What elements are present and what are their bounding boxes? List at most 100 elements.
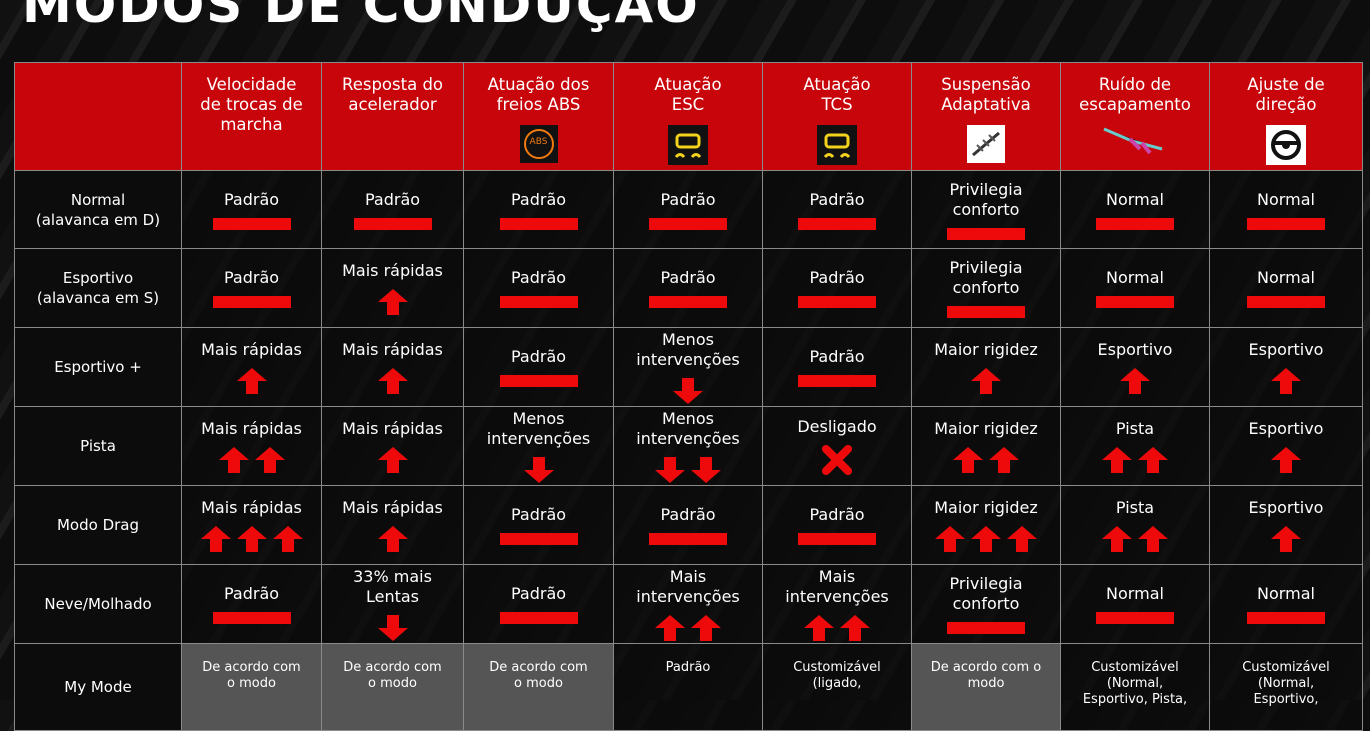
row-label: Pista [14, 406, 182, 486]
level-bar [1247, 217, 1325, 230]
level-bar [798, 533, 876, 545]
cell-text: Maior rigidez [934, 419, 1038, 438]
table-cell: De acordo com o modo [463, 643, 614, 731]
level-bar [947, 227, 1025, 240]
column-header: Resposta do acelerador [321, 62, 464, 171]
cell-text: Padrão [809, 505, 865, 524]
level-indicator [200, 526, 303, 552]
level-bar [499, 533, 578, 545]
column-header-text: Ajuste de direção [1247, 75, 1325, 114]
table-cell: Mais rápidas [321, 327, 464, 407]
cell-text: Mais rápidas [342, 419, 443, 438]
table-cell: Esportivo [1209, 327, 1363, 407]
level-bar [798, 217, 876, 230]
cell-text: Mais rápidas [342, 340, 443, 359]
cell-text: 33% mais Lentas [353, 567, 432, 606]
cell-text: Customizável (Normal, Esportivo, Pista, [1082, 660, 1188, 707]
level-indicator [935, 526, 1037, 552]
table-cell: Pista [1060, 406, 1210, 486]
level-bar [798, 375, 876, 387]
row-label-text: Esportivo + [54, 358, 142, 376]
column-header: Ruído de escapamento [1060, 62, 1210, 171]
level-indicator [673, 378, 703, 404]
table-cell: Mais intervenções [762, 564, 912, 644]
table-cell: Normal [1060, 248, 1210, 328]
table-cell: Customizável (Normal, Esportivo, Pista, [1060, 643, 1210, 731]
table-cell: Padrão [762, 485, 912, 565]
level-bar [1096, 612, 1174, 624]
table-cell: Desligado [762, 406, 912, 486]
header-icon [967, 125, 1005, 167]
column-header: Atuação ESC [613, 62, 763, 171]
column-header-text: Resposta do acelerador [341, 75, 444, 114]
cell-text: Padrão [660, 268, 716, 287]
level-indicator [1271, 526, 1301, 552]
column-header: Velocidade de trocas de marcha [181, 62, 322, 171]
table-cell: Normal [1060, 564, 1210, 644]
table-cell: Padrão [613, 485, 763, 565]
table-cell: Mais intervenções [613, 564, 763, 644]
level-indicator [1271, 368, 1301, 394]
table-cell: Mais rápidas [321, 485, 464, 565]
table-cell: Normal [1060, 170, 1210, 249]
level-bar [649, 217, 727, 230]
level-bar [499, 612, 578, 624]
row-label: Esportivo (alavanca em S) [14, 248, 182, 328]
level-bar [212, 612, 291, 624]
cell-text: Customizável (ligado, [793, 660, 881, 691]
column-header: Ajuste de direção [1209, 62, 1363, 171]
row-label-text: Normal (alavanca em D) [35, 190, 161, 229]
table-cell: Padrão [762, 327, 912, 407]
level-indicator [236, 368, 267, 394]
table-cell: Padrão [181, 564, 322, 644]
cell-text: Mais rápidas [201, 498, 302, 517]
table-cell: Esportivo [1060, 327, 1210, 407]
table-cell: Padrão [762, 248, 912, 328]
cell-text: Mais rápidas [201, 340, 302, 359]
table-cell: Privilegia conforto [911, 248, 1061, 328]
cell-text: De acordo com o modo [343, 660, 442, 691]
cell-text: Menos intervenções [636, 409, 740, 448]
column-header-text: Atuação dos freios ABS [487, 75, 590, 114]
table-cell: Padrão [463, 485, 614, 565]
cell-text: Padrão [510, 584, 567, 603]
level-bar [947, 622, 1025, 634]
header-icon [817, 125, 857, 169]
cell-text: Padrão [510, 189, 567, 209]
cell-text: Esportivo [1097, 340, 1173, 359]
table-cell: Normal [1209, 564, 1363, 644]
level-indicator [1120, 368, 1150, 394]
cell-text: Padrão [660, 505, 716, 524]
cell-text: Padrão [809, 268, 865, 287]
level-indicator [377, 447, 408, 473]
cell-text: Maior rigidez [934, 498, 1038, 517]
table-cell: Mais rápidas [321, 406, 464, 486]
row-label: My Mode [14, 643, 182, 731]
cell-text: Normal [1106, 189, 1164, 209]
level-indicator [377, 526, 408, 552]
table-cell: Padrão [463, 564, 614, 644]
level-bar [1096, 217, 1174, 230]
cell-text: Mais intervenções [636, 567, 740, 606]
table-cell: Pista [1060, 485, 1210, 565]
cell-text: Privilegia conforto [949, 574, 1023, 613]
level-bar [649, 533, 727, 545]
cell-text: Padrão [809, 189, 865, 209]
cell-text: De acordo com o modo [489, 660, 588, 691]
table-cell: Padrão [181, 248, 322, 328]
table-cell: Mais rápidas [321, 248, 464, 328]
cell-text: De acordo com o modo [930, 660, 1042, 691]
table-cell: Padrão [463, 327, 614, 407]
level-indicator [523, 457, 554, 483]
level-indicator [1271, 447, 1301, 473]
cell-text: Mais rápidas [342, 261, 443, 280]
cell-text: Privilegia conforto [949, 179, 1023, 219]
cell-text: Mais intervenções [785, 567, 889, 606]
table-cell: Padrão [321, 170, 464, 249]
cell-text: Desligado [797, 417, 877, 436]
cell-text: Maior rigidez [934, 340, 1038, 359]
table-cell: Maior rigidez [911, 485, 1061, 565]
row-label: Modo Drag [14, 485, 182, 565]
table-cell: Padrão [613, 170, 763, 249]
